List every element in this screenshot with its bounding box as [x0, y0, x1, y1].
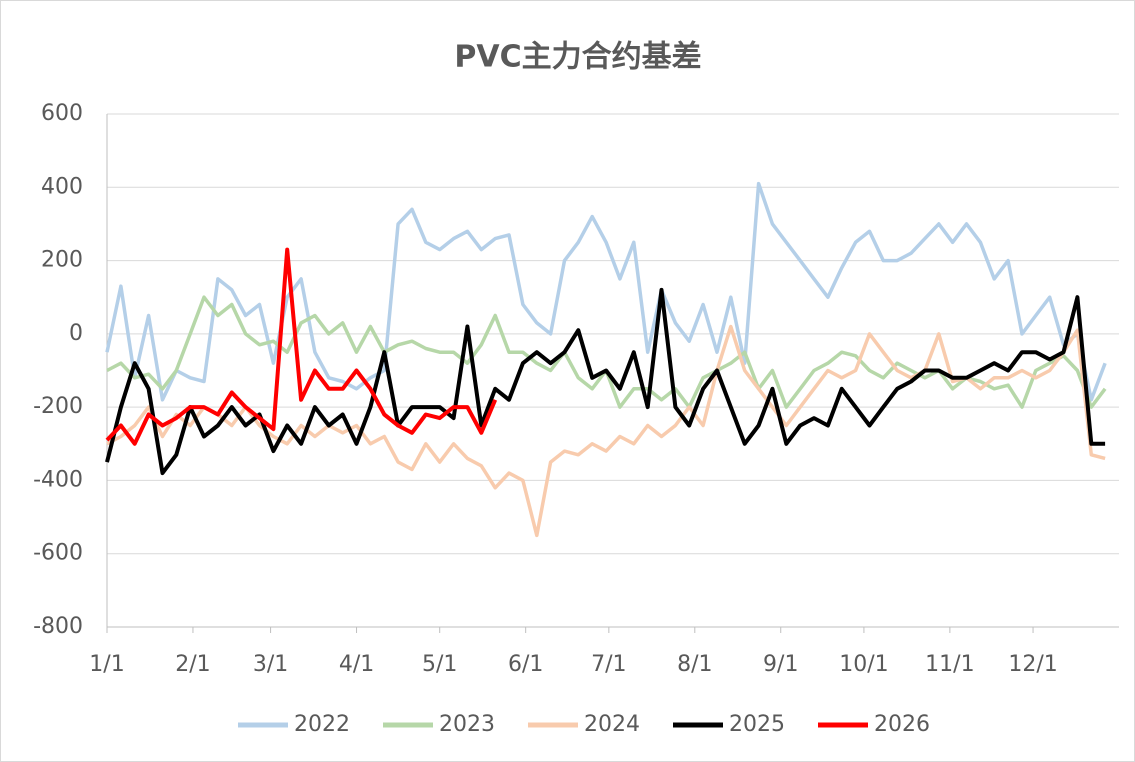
y-tick-label: -400 — [33, 467, 83, 492]
x-tick-label: 4/1 — [339, 652, 374, 677]
chart-title: PVC主力合约基差 — [454, 40, 701, 75]
legend-label: 2026 — [874, 712, 930, 737]
x-tick-label: 1/1 — [89, 652, 124, 677]
series-line — [105, 287, 1106, 476]
series-line — [106, 324, 1106, 538]
y-tick-label: -800 — [33, 614, 83, 639]
y-tick-label: -600 — [33, 541, 83, 566]
x-tick-label: 10/1 — [839, 652, 888, 677]
legend-label: 2024 — [584, 712, 640, 737]
y-tick-label: 200 — [41, 248, 83, 273]
y-tick-label: 600 — [41, 101, 83, 126]
legend-label: 2023 — [439, 712, 495, 737]
x-tick-label: 5/1 — [422, 652, 457, 677]
x-tick-label: 8/1 — [677, 652, 712, 677]
legend-label: 2025 — [729, 712, 785, 737]
x-tick-label: 2/1 — [175, 652, 210, 677]
y-tick-label: 400 — [41, 174, 83, 199]
x-tick-label: 6/1 — [508, 652, 543, 677]
x-tick-label: 9/1 — [763, 652, 798, 677]
x-tick-label: 11/1 — [925, 652, 974, 677]
y-tick-label: 0 — [69, 321, 83, 346]
legend-label: 2022 — [294, 712, 350, 737]
x-tick-label: 3/1 — [253, 652, 288, 677]
x-tick-label: 12/1 — [1008, 652, 1057, 677]
x-tick-label: 7/1 — [591, 652, 626, 677]
series-line — [105, 247, 498, 446]
y-tick-label: -200 — [33, 394, 83, 419]
series-line — [105, 181, 1107, 402]
